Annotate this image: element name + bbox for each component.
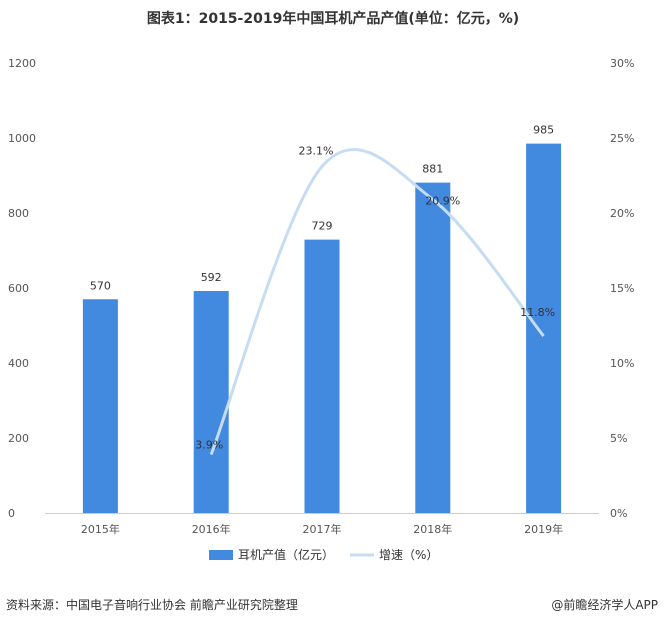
y-left-tick-label: 200: [8, 432, 29, 445]
bar-value-label: 592: [201, 271, 222, 284]
chart-title: 图表1：2015-2019年中国耳机产品产值(单位：亿元，%): [146, 11, 520, 27]
x-tick-label: 2018年: [413, 522, 452, 536]
y-right-tick-label: 0%: [610, 507, 627, 520]
brand-note: @前瞻经济学人APP: [551, 598, 658, 612]
x-tick-label: 2015年: [81, 522, 120, 536]
y-left-tick-label: 400: [8, 357, 29, 370]
y-right-tick-label: 25%: [610, 132, 634, 145]
bar: [82, 299, 118, 513]
growth-line: [209, 148, 545, 456]
bar: [304, 239, 340, 513]
y-left-tick-label: 800: [8, 207, 29, 220]
y-right-tick-label: 30%: [610, 57, 634, 70]
legend-swatch-bar: [209, 550, 233, 560]
line-value-label: 11.8%: [520, 306, 555, 319]
x-tick-label: 2017年: [303, 522, 342, 536]
bar-value-label: 985: [533, 124, 554, 137]
bar-value-label: 881: [422, 163, 443, 176]
bar-value-label: 729: [312, 220, 333, 233]
y-left-tick-label: 0: [8, 507, 15, 520]
legend-label-bar: 耳机产值（亿元）: [238, 547, 334, 562]
bar-value-label: 570: [90, 279, 111, 292]
y-left-tick-label: 1000: [8, 132, 36, 145]
y-right-tick-label: 10%: [610, 357, 634, 370]
line-value-label: 20.9%: [425, 195, 460, 208]
source-note: 资料来源：中国电子音响行业协会 前瞻产业研究院整理: [6, 598, 298, 612]
y-right-tick-label: 20%: [610, 207, 634, 220]
line-value-label: 23.1%: [299, 145, 334, 158]
line-value-label: 3.9%: [195, 439, 223, 452]
y-left-tick-label: 1200: [8, 57, 36, 70]
x-tick-label: 2019年: [524, 522, 563, 536]
y-right-tick-label: 5%: [610, 432, 627, 445]
y-left-tick-label: 600: [8, 282, 29, 295]
bar: [415, 182, 451, 513]
y-right-tick-label: 15%: [610, 282, 634, 295]
bar: [193, 291, 229, 513]
legend-label-line: 增速（%）: [379, 548, 438, 562]
bar: [526, 143, 562, 513]
x-tick-label: 2016年: [192, 522, 231, 536]
